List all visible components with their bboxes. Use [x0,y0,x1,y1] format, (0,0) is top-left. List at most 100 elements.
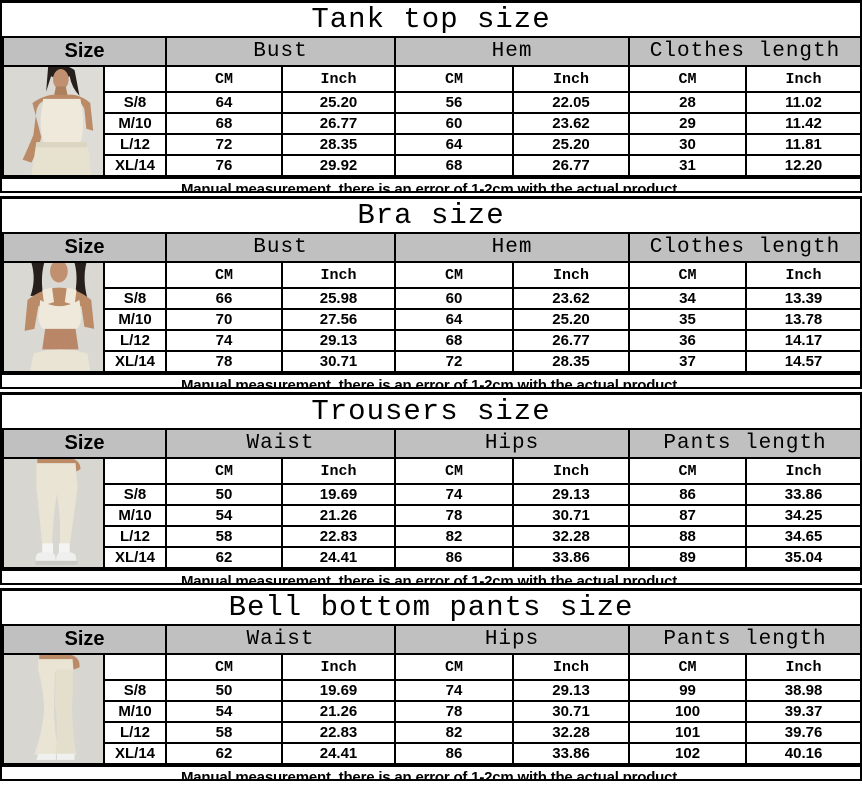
tank-top-model-photo [5,68,102,174]
measurement-note: Manual measurement, there is an error of… [2,177,860,191]
measurement-value: 78 [394,700,515,723]
measurement-value: 74 [165,329,283,352]
table-row: M/10 68 26.77 60 23.62 29 11.42 [3,112,860,135]
measurement-value: 33.86 [745,483,860,506]
measurement-value: 22.83 [280,721,397,744]
measurement-value: 26.77 [512,154,631,177]
measurement-value: 35 [628,308,748,331]
product-photo [5,656,102,762]
table-row: S/8 50 19.69 74 29.13 99 38.98 [3,679,860,702]
unit-header-cm: CM [394,457,515,485]
measurement-value: 82 [394,525,515,548]
table-row: S/8 50 19.69 74 29.13 86 33.86 [3,483,860,506]
measurement-value: 26.77 [512,329,631,352]
size-row-label: S/8 [103,287,167,310]
measurement-value: 99 [628,679,748,702]
measurement-value: 70 [165,308,283,331]
table-row: L/12 58 22.83 82 32.28 88 34.65 [3,525,860,548]
measurement-value: 36 [628,329,748,352]
size-row-label: L/12 [103,133,167,156]
measurement-value: 68 [394,329,515,352]
unit-header-cm: CM [165,261,283,289]
measurement-value: 82 [394,721,515,744]
column-header-measure-3: Pants length [628,624,860,655]
measurement-note: Manual measurement, there is an error of… [2,373,860,387]
size-table-section: Tank top size Size Bust Hem Clothes leng… [0,0,862,193]
unit-header-inch: Inch [512,65,631,93]
flare-pants-model-photo [5,656,102,762]
measurement-value: 29.13 [512,679,631,702]
measurement-value: 101 [628,721,748,744]
table-row: XL/14 76 29.92 68 26.77 31 12.20 [3,154,860,177]
measurement-value: 19.69 [280,483,397,506]
unit-header-spacer [103,261,167,289]
size-row-label: XL/14 [103,154,167,177]
column-header-measure-2: Hips [394,428,631,459]
table-header-row: Size Waist Hips Pants length [2,624,860,655]
unit-header-cm: CM [394,65,515,93]
table-header-row: Size Waist Hips Pants length [2,428,860,459]
unit-header-inch: Inch [512,653,631,681]
measurement-value: 33.86 [512,742,631,765]
measurement-value: 34 [628,287,748,310]
measurement-value: 86 [628,483,748,506]
unit-header-row: CM Inch CM Inch CM Inch [2,261,860,373]
unit-header-inch: Inch [280,261,397,289]
measurement-value: 21.26 [280,504,397,527]
bra-model-photo [5,264,102,370]
size-table: Size Bust Hem Clothes length [2,36,860,177]
measurement-value: 24.41 [280,546,397,569]
table-title: Tank top size [311,3,551,36]
measurement-value: 62 [165,742,283,765]
measurement-value: 11.02 [745,91,860,114]
table-row: XL/14 78 30.71 72 28.35 37 14.57 [3,350,860,373]
unit-header-row: CM Inch CM Inch CM Inch [2,653,860,765]
measurement-value: 11.42 [745,112,860,135]
measurement-value: 38.98 [745,679,860,702]
measurement-value: 64 [394,308,515,331]
measurement-value: 39.76 [745,721,860,744]
table-title: Trousers size [311,395,551,428]
table-header-row: Size Bust Hem Clothes length [2,232,860,263]
measurement-value: 23.62 [512,287,631,310]
leggings-model-photo [5,460,102,566]
measurement-value: 22.83 [280,525,397,548]
measurement-value: 58 [165,525,283,548]
size-row-label: M/10 [103,504,167,527]
size-row-label: S/8 [103,679,167,702]
measurement-value: 28.35 [280,133,397,156]
measurement-value: 64 [165,91,283,114]
unit-header-row: CM Inch CM Inch CM Inch [2,457,860,569]
size-row-label: L/12 [103,525,167,548]
measurement-value: 32.28 [512,721,631,744]
product-photo-cell [2,653,105,765]
measurement-value: 50 [165,483,283,506]
column-header-size: Size [2,624,167,655]
product-photo [5,68,102,174]
measurement-value: 86 [394,742,515,765]
unit-header-cm: CM [628,457,748,485]
measurement-value: 26.77 [280,112,397,135]
unit-header-cm: CM [628,261,748,289]
table-row: S/8 66 25.98 60 23.62 34 13.39 [3,287,860,310]
measurement-value: 76 [165,154,283,177]
measurement-value: 56 [394,91,515,114]
size-table: Size Waist Hips Pants length [2,428,860,569]
measurement-value: 25.20 [512,133,631,156]
size-table: Size Waist Hips Pants length [2,624,860,765]
size-row-label: L/12 [103,721,167,744]
product-photo-cell [2,457,105,569]
measurement-value: 72 [394,350,515,373]
size-row-label: M/10 [103,700,167,723]
table-row: M/10 70 27.56 64 25.20 35 13.78 [3,308,860,331]
product-photo-cell [2,65,105,177]
size-row-label: L/12 [103,329,167,352]
measurement-value: 25.20 [512,308,631,331]
column-header-measure-3: Clothes length [628,36,860,67]
measurement-value: 50 [165,679,283,702]
table-row: S/8 64 25.20 56 22.05 28 11.02 [3,91,860,114]
measurement-note: Manual measurement, there is an error of… [2,569,860,583]
measurement-value: 58 [165,721,283,744]
unit-header-cm: CM [628,65,748,93]
column-header-measure-1: Waist [164,624,397,655]
